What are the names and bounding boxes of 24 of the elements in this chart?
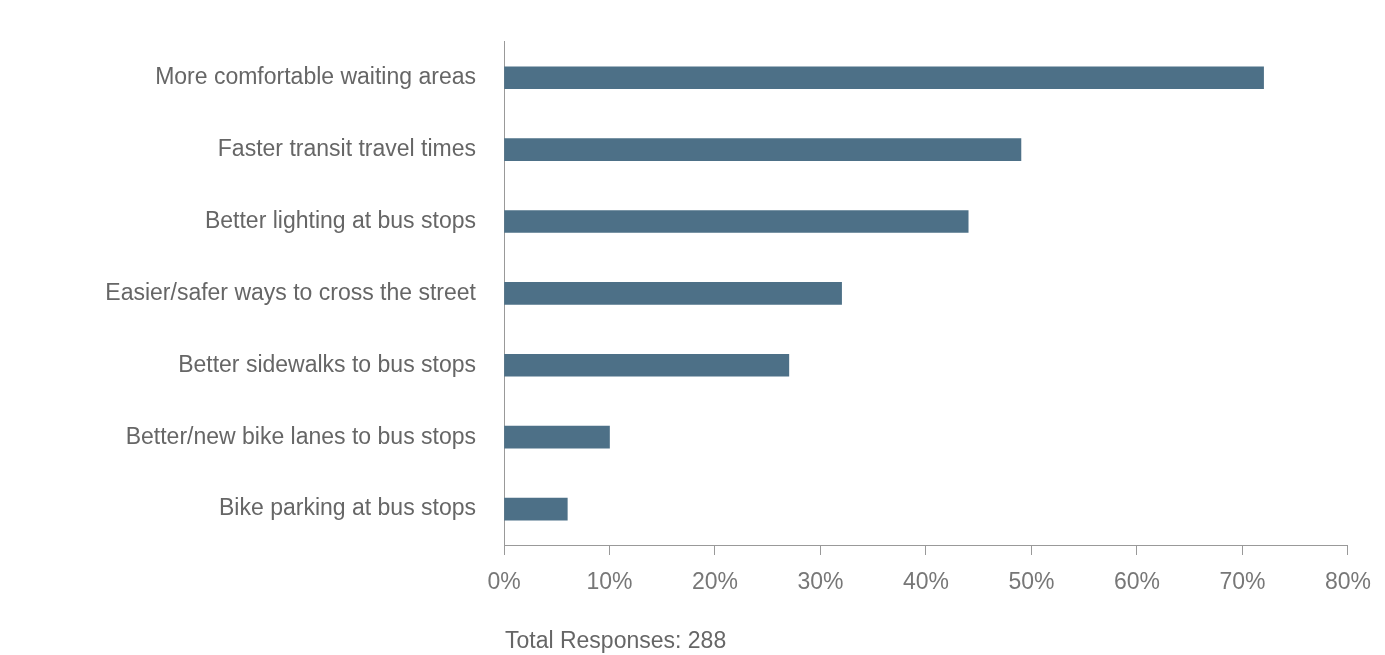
y-tick-label: More comfortable waiting areas — [155, 63, 476, 90]
bar — [504, 353, 790, 377]
bar — [504, 282, 842, 305]
text: Total Responses: 288 — [505, 627, 727, 653]
x-tick-label: 80% — [1324, 568, 1372, 595]
bar — [504, 497, 568, 521]
x-tick-label: 20% — [691, 568, 739, 595]
bar — [504, 425, 610, 449]
bar — [504, 210, 969, 233]
y-tick-label: Bike parking at bus stops — [219, 494, 476, 521]
x-tick-label: 40% — [902, 568, 950, 595]
y-tick-label: Easier/safer ways to cross the street — [105, 278, 477, 305]
x-tick-label: 30% — [797, 568, 844, 595]
y-tick-label: Faster transit travel times — [217, 134, 476, 161]
y-tick-label: Better/new bike lanes to bus stops — [125, 422, 476, 449]
y-tick-label: Better lighting at bus stops — [204, 206, 476, 233]
x-tick-label: 10% — [586, 568, 633, 595]
x-tick-label: 0% — [487, 568, 521, 595]
bar — [504, 138, 1022, 161]
x-tick-label: 60% — [1113, 568, 1161, 595]
x-tick-label: 50% — [1008, 568, 1055, 595]
x-tick-label: 70% — [1219, 568, 1266, 595]
bar — [504, 66, 1264, 90]
y-tick-label: Better sidewalks to bus stops — [178, 350, 476, 377]
